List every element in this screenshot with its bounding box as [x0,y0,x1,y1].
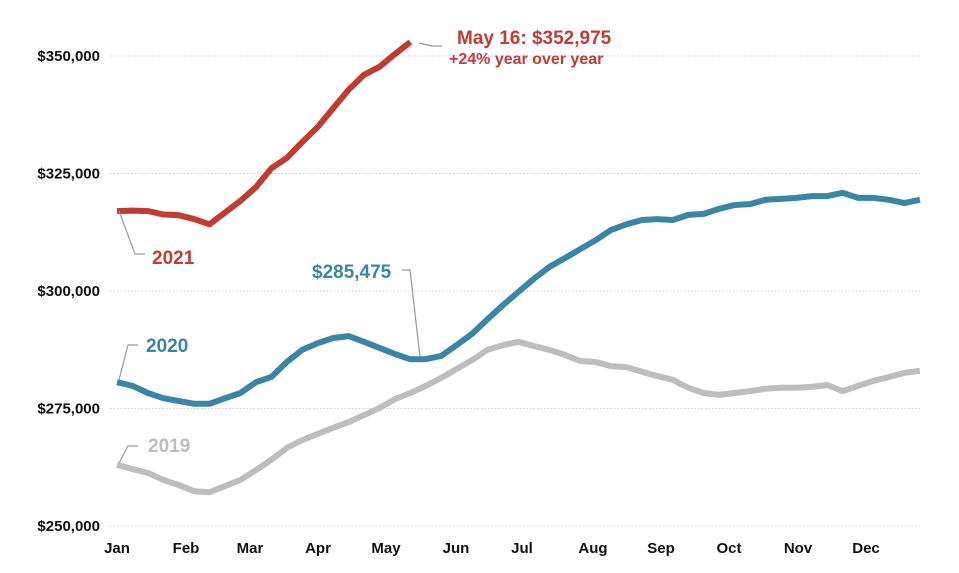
y-tick-label: $300,000 [37,283,100,300]
x-tick-label: Jan [104,540,130,557]
y-tick-label: $325,000 [37,166,100,183]
x-tick-label: Oct [716,540,741,557]
y-axis-ticks: $250,000 $275,000 $300,000 $325,000 $350,000 [37,48,100,535]
leader-2020 [118,344,138,381]
x-tick-label: May [371,540,401,557]
x-tick-label: Mar [237,540,264,557]
y-tick-label: $350,000 [37,48,100,65]
series-line-2019 [116,338,921,496]
y-tick-label: $250,000 [37,518,100,535]
annotation-low-2020: $285,475 [312,262,392,283]
leader-low-2020 [402,269,421,358]
leader-latest [418,42,442,47]
series-label-2019: 2019 [148,436,190,457]
x-tick-label: Aug [578,540,607,557]
x-tick-label: Sep [647,540,675,557]
x-tick-label: Dec [852,540,880,557]
series-lines [116,39,921,496]
x-tick-label: Feb [173,540,200,557]
x-tick-label: Jul [511,540,533,557]
annotation-latest: May 16: $352,975 [457,28,612,49]
series-label-2021: 2021 [152,248,195,269]
x-tick-label: Apr [305,540,331,557]
x-tick-label: Jun [443,540,470,557]
x-tick-label: Nov [784,540,813,557]
leader-2021 [118,210,145,255]
leader-2019 [118,445,138,464]
x-axis-ticks: Jan Feb Mar Apr May Jun Jul Aug Sep Oct Nov Dec [104,540,880,557]
y-tick-label: $275,000 [37,401,100,418]
annotation-yoy: +24% year over year [449,51,603,68]
series-line-2021 [116,39,413,228]
series-line-2020 [116,189,921,407]
series-label-2020: 2020 [146,336,188,357]
